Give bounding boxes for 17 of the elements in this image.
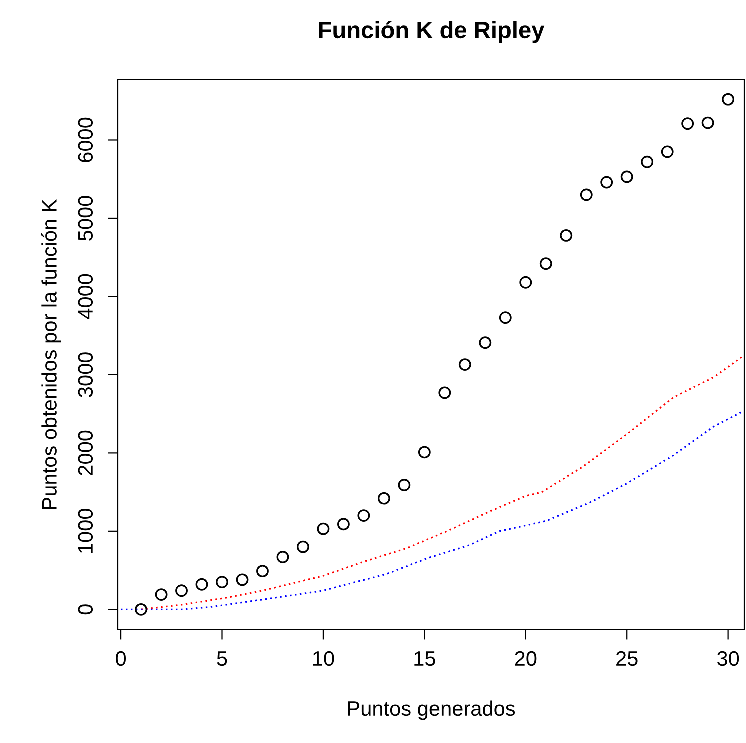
x-tick-label: 25 (616, 651, 638, 666)
y-tick-label: 5000 (78, 196, 94, 241)
x-tick-label: 20 (515, 651, 537, 666)
y-tick-label: 3000 (78, 352, 94, 398)
y-axis-title: Puntos obtenidos por la función K (41, 199, 62, 510)
x-tick-label: 10 (313, 651, 334, 666)
y-tick-label: 1000 (78, 509, 94, 554)
y-tick-label: 0 (78, 604, 94, 615)
y-tick-label: 2000 (78, 430, 94, 476)
x-tick-label: 5 (217, 652, 228, 666)
y-tick-label: 6000 (78, 118, 94, 162)
x-tick-label: 0 (116, 651, 126, 666)
y-tick-label: 4000 (78, 274, 94, 320)
x-axis-title: Puntos generados (348, 700, 516, 720)
x-tick-label: 30 (718, 651, 740, 666)
chart-title: Función K de Ripley (319, 21, 545, 44)
x-tick-label: 15 (414, 652, 436, 666)
